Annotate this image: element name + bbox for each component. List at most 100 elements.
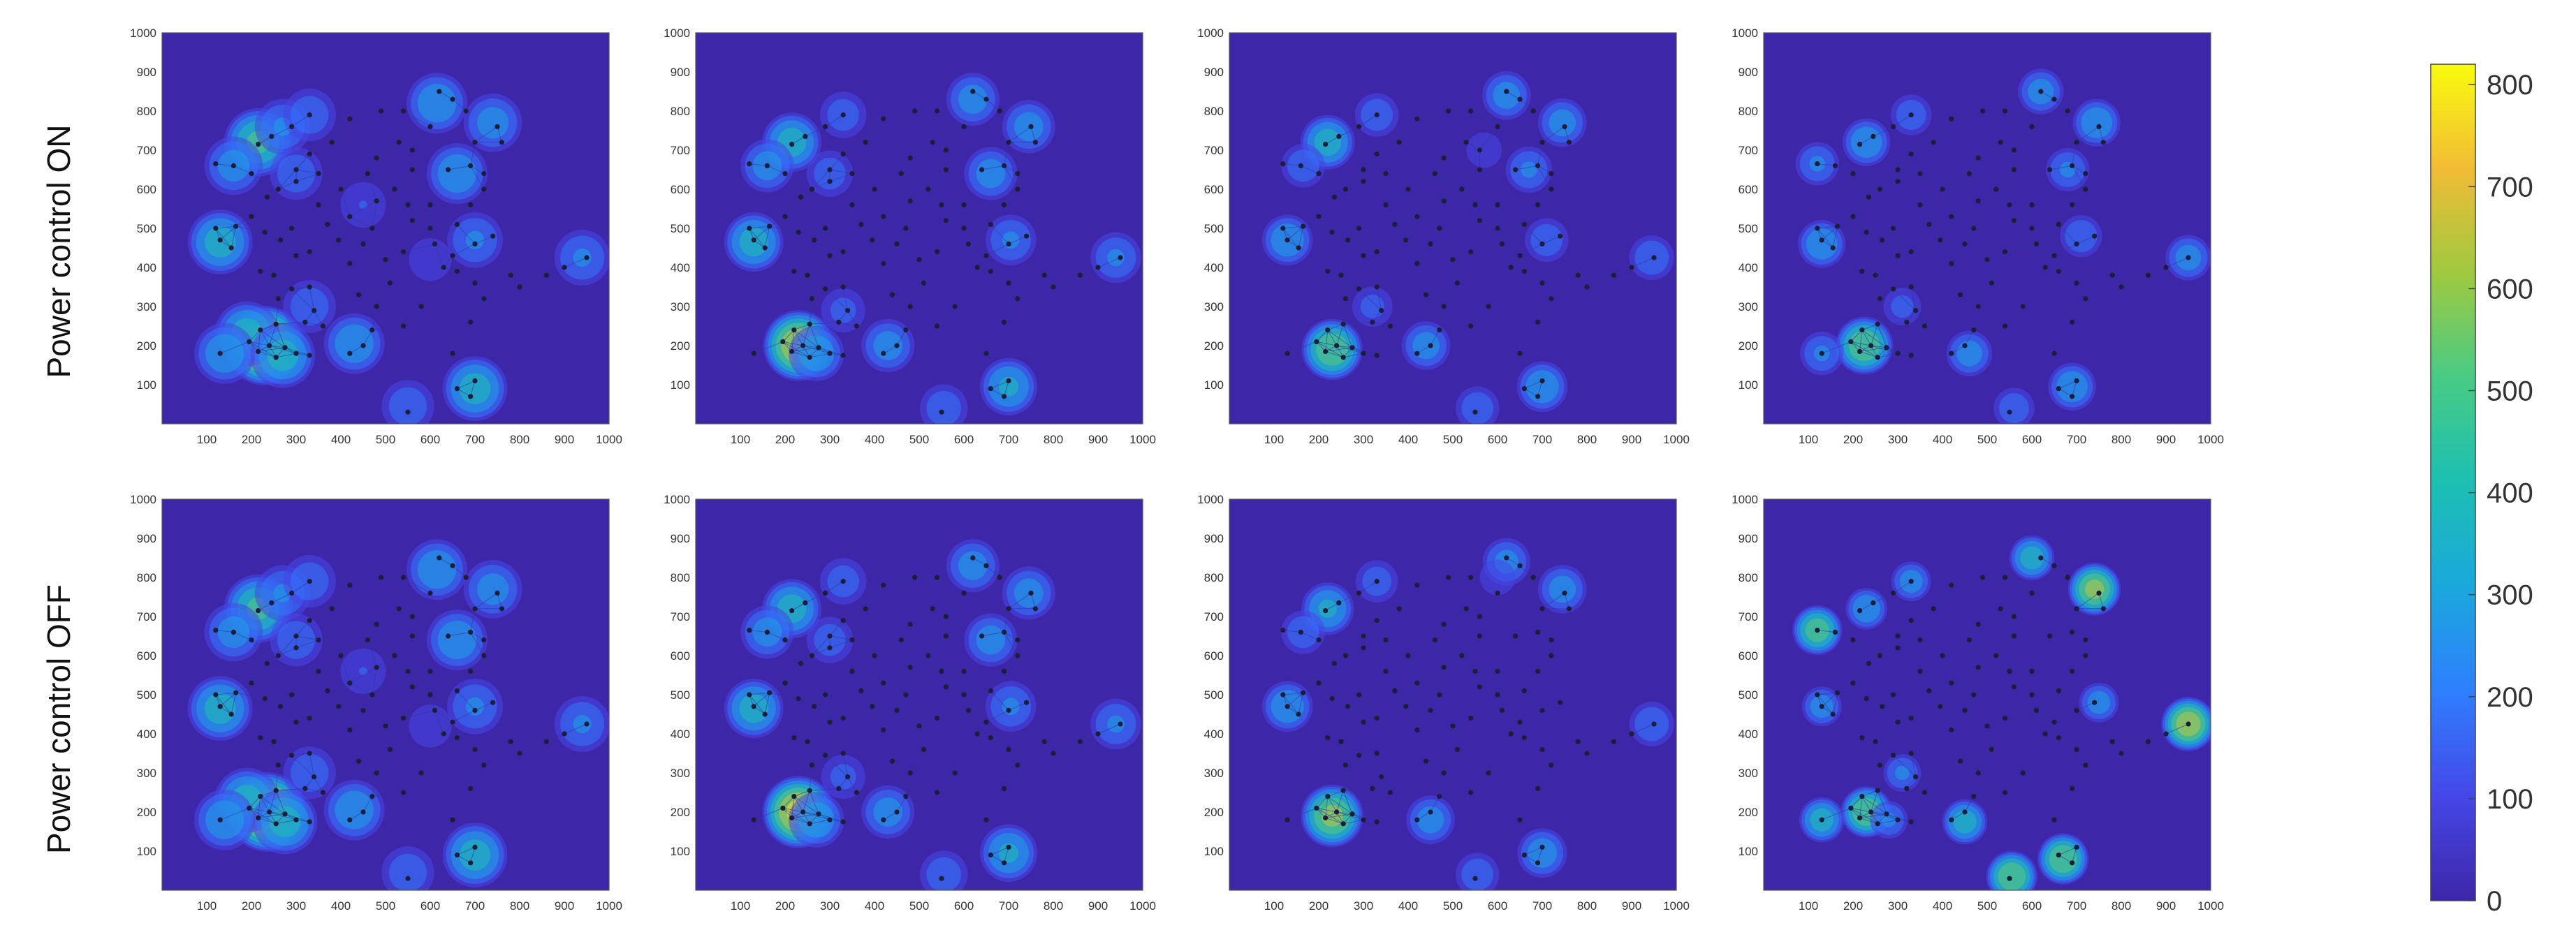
node-link	[1394, 691, 1407, 707]
sensor-node	[1002, 629, 1007, 635]
node-link	[280, 228, 292, 241]
sensor-node	[1041, 272, 1047, 278]
node-link	[1973, 772, 1979, 797]
node-link	[273, 274, 292, 290]
node-link	[883, 811, 898, 820]
node-link	[1964, 330, 1975, 346]
node-link	[349, 345, 364, 354]
sensor-node	[1926, 221, 1932, 227]
node-link	[1303, 682, 1319, 693]
node-link	[749, 630, 768, 633]
sensor-node	[1971, 226, 1977, 231]
sensor-node	[1387, 790, 1393, 795]
node-link	[273, 742, 279, 765]
node-link	[1877, 324, 1887, 348]
sensor-node	[2074, 378, 2079, 384]
y-tick-label: 200	[1739, 339, 1758, 353]
sensor-node	[401, 323, 407, 329]
node-link	[1318, 173, 1335, 198]
sensor-node	[827, 817, 833, 822]
node-link	[1443, 608, 1467, 625]
node-link	[394, 655, 409, 672]
sensor-node	[1908, 249, 1914, 255]
sensor-node	[472, 378, 478, 384]
node-link	[1960, 760, 1979, 774]
sensor-node	[805, 739, 810, 744]
sensor-node	[1857, 142, 1863, 147]
node-link	[215, 228, 232, 249]
node-link	[814, 706, 830, 723]
node-link	[1951, 216, 1975, 229]
sensor-node	[2163, 265, 2169, 270]
node-link	[280, 239, 310, 253]
node-link	[883, 667, 911, 684]
x-tick-label: 200	[1843, 433, 1863, 446]
node-link	[452, 709, 476, 723]
sensor-node	[807, 788, 812, 793]
x-tick-label: 500	[909, 433, 929, 446]
node-link	[1897, 640, 1921, 649]
sensor-node	[1356, 753, 1362, 758]
sensor-node	[472, 280, 478, 286]
colorbar-tick-label: 400	[2487, 478, 2533, 509]
node-link	[260, 330, 286, 348]
sensor-node	[1835, 223, 1840, 229]
sensor-node	[1975, 155, 1981, 161]
node-link	[363, 228, 373, 244]
node-link	[843, 239, 872, 253]
sensor-node	[2056, 688, 2061, 694]
sensor-node	[935, 108, 940, 114]
heat-spot	[1318, 599, 1338, 619]
sensor-node	[1441, 304, 1447, 309]
sensor-node	[1285, 817, 1290, 822]
sensor-node	[1280, 161, 1286, 167]
sensor-node	[983, 563, 989, 568]
node-link	[372, 325, 404, 331]
heat-spot	[359, 667, 367, 676]
x-tick-label: 100	[197, 433, 217, 446]
sensor-node	[1895, 817, 1901, 822]
node-link	[2054, 98, 2068, 112]
node-link	[412, 671, 431, 688]
node-link	[2058, 671, 2073, 691]
sensor-node	[1895, 253, 1901, 258]
node-link	[1893, 228, 1898, 256]
node-link	[309, 608, 332, 621]
sensor-node	[836, 319, 842, 325]
sensor-node	[401, 575, 407, 580]
sensor-node	[823, 226, 828, 231]
node-link	[1434, 640, 1444, 667]
node-link	[1282, 630, 1301, 633]
sensor-node	[1383, 202, 1389, 207]
node-link	[1631, 723, 1655, 735]
x-tick-label: 700	[2067, 899, 2086, 913]
sensor-node	[1296, 245, 1301, 251]
sensor-node	[925, 653, 931, 658]
sensor-node	[1877, 653, 1882, 658]
x-tick-label: 200	[242, 433, 261, 446]
y-tick-label: 400	[1739, 261, 1758, 274]
sensor-node	[1495, 202, 1500, 207]
node-link	[2148, 733, 2167, 742]
node-link	[1537, 632, 1552, 656]
sensor-node	[437, 555, 442, 561]
node-link	[1004, 655, 1018, 672]
sensor-node	[2003, 790, 2008, 795]
node-link	[1817, 694, 1834, 715]
node-link	[1363, 154, 1377, 170]
sensor-node	[1884, 811, 1889, 817]
x-tick-label: 1000	[1663, 899, 1690, 913]
heat-spot	[335, 324, 374, 363]
sensor-node	[369, 226, 375, 231]
node-link	[1537, 655, 1552, 672]
node-link	[275, 790, 286, 814]
y-tick-label: 600	[1204, 649, 1224, 663]
node-link	[798, 232, 814, 241]
node-link	[1906, 788, 1925, 793]
node-link	[1817, 226, 1838, 229]
node-link	[1893, 755, 1916, 777]
axes-frame	[695, 499, 1143, 891]
sensor-node	[1504, 89, 1509, 94]
heat-spot	[417, 550, 457, 589]
node-link	[403, 306, 422, 327]
